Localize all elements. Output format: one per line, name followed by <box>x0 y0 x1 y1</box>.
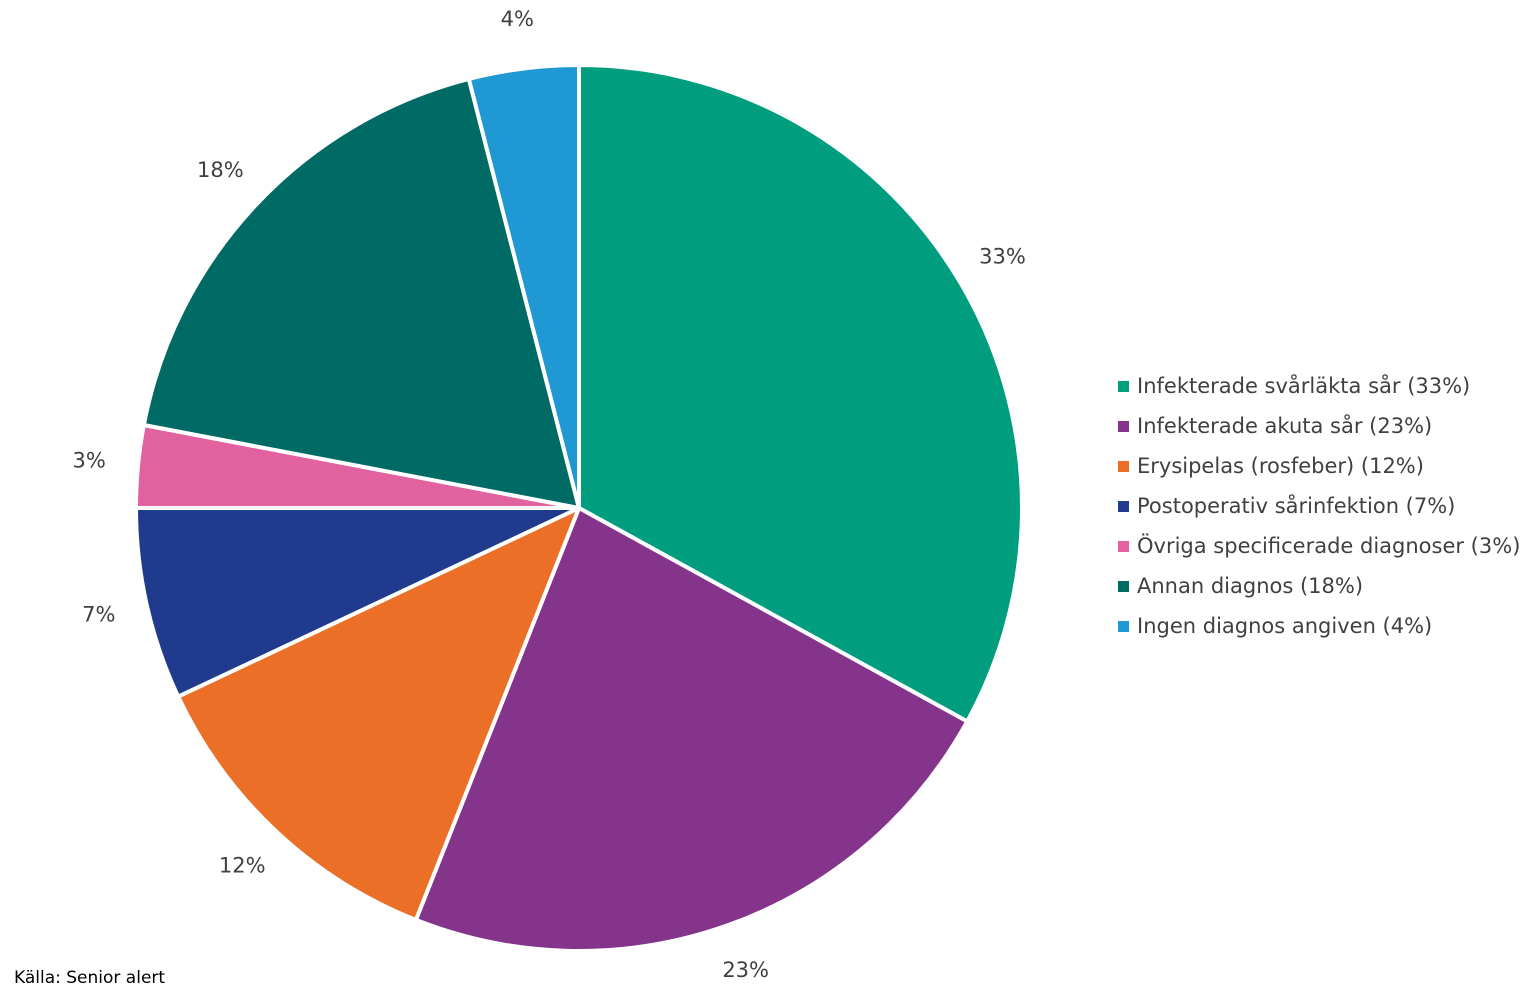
legend-label: Erysipelas (rosfeber) (12%) <box>1137 454 1424 478</box>
pie-slice-4 <box>134 506 581 699</box>
slice-percent-label: 23% <box>722 958 769 982</box>
legend-label: Infekterade akuta sår (23%) <box>1137 414 1433 438</box>
legend-label: Annan diagnos (18%) <box>1137 574 1364 598</box>
legend-label: Postoperativ sårinfektion (7%) <box>1137 494 1456 518</box>
legend-item: Övriga specificerade diagnoser (3%) <box>1118 526 1520 566</box>
legend-swatch <box>1118 620 1129 632</box>
slice-percent-label: 7% <box>82 602 115 626</box>
slice-percent-label: 18% <box>197 158 244 182</box>
slice-percent-label: 4% <box>501 7 534 31</box>
legend-swatch <box>1118 380 1129 392</box>
legend-swatch <box>1118 500 1129 512</box>
legend-item: Infekterade svårläkta sår (33%) <box>1118 366 1520 406</box>
pie-slice-3 <box>176 506 581 922</box>
pie-slices <box>134 63 1024 953</box>
pie-slice-1 <box>577 63 1024 724</box>
legend-swatch <box>1118 420 1129 432</box>
slice-percent-label: 12% <box>219 854 266 878</box>
pie-labels: 33% 23% 12% 7% 3% 18% 4% <box>73 7 1026 982</box>
legend-item: Annan diagnos (18%) <box>1118 566 1520 606</box>
legend-item: Erysipelas (rosfeber) (12%) <box>1118 446 1520 486</box>
pie-slice-2 <box>413 506 970 953</box>
legend-label: Ingen diagnos angiven (4%) <box>1137 614 1433 638</box>
legend-swatch <box>1118 580 1129 592</box>
pie-slice-6 <box>141 76 581 510</box>
slice-percent-label: 33% <box>979 245 1026 269</box>
legend-item: Ingen diagnos angiven (4%) <box>1118 606 1520 646</box>
chart-legend: Infekterade svårläkta sår (33%) Infektera… <box>1118 366 1520 646</box>
legend-swatch <box>1118 460 1129 472</box>
legend-item: Infekterade akuta sår (23%) <box>1118 406 1520 446</box>
pie-slice-7 <box>466 63 581 510</box>
source-note: Källa: Senior alert <box>14 968 166 988</box>
legend-swatch <box>1118 540 1129 552</box>
legend-label: Övriga specificerade diagnoser (3%) <box>1137 534 1521 558</box>
slice-percent-label: 3% <box>73 449 106 473</box>
legend-item: Postoperativ sårinfektion (7%) <box>1118 486 1520 526</box>
legend-label: Infekterade svårläkta sår (33%) <box>1137 374 1471 398</box>
